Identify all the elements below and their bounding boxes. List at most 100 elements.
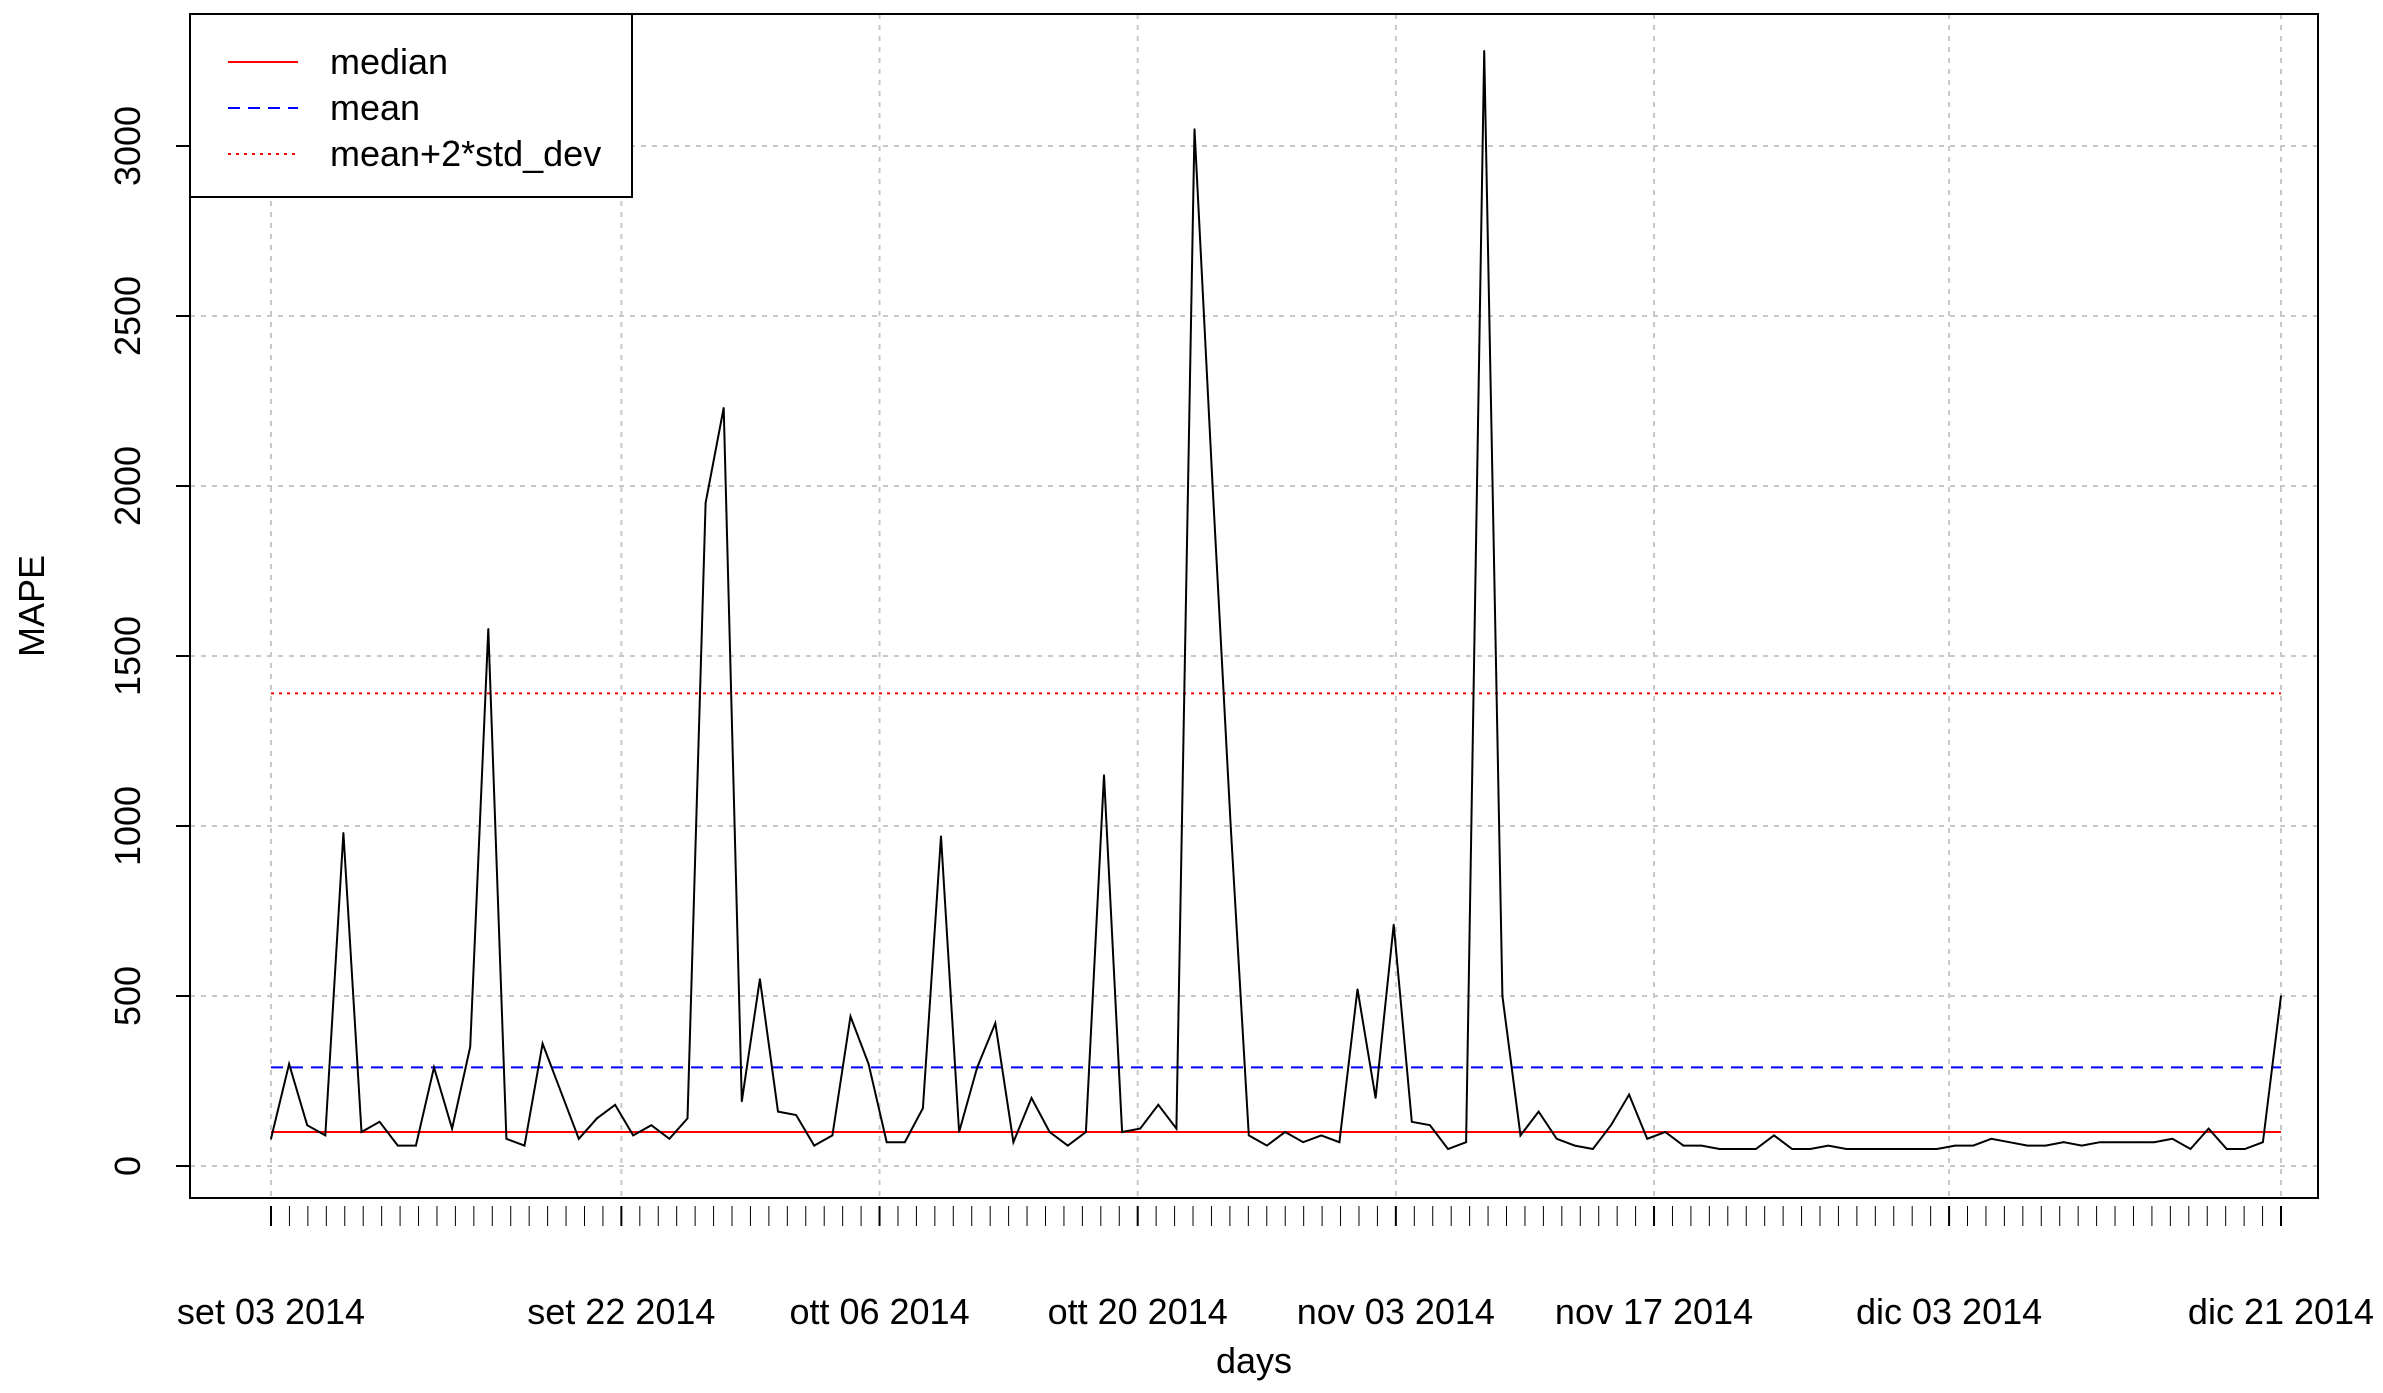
data-point <box>1827 1144 1830 1147</box>
x-tick-label: set 22 2014 <box>527 1291 715 1332</box>
data-point <box>2280 995 2282 997</box>
data-point <box>867 1063 870 1065</box>
data-point <box>940 835 942 837</box>
data-point <box>976 1066 978 1069</box>
data-point <box>1918 1148 1920 1150</box>
data-point <box>415 1144 417 1147</box>
data-point <box>2171 1138 2174 1140</box>
data-point <box>1519 1134 1522 1137</box>
data-point <box>1990 1138 1993 1140</box>
data-point <box>1954 1144 1956 1147</box>
data-point <box>1157 1104 1160 1106</box>
data-point <box>813 1144 815 1147</box>
data-point <box>1175 1127 1178 1130</box>
data-point <box>1012 1141 1015 1143</box>
data-point <box>1574 1144 1576 1147</box>
data-point <box>1302 1141 1304 1143</box>
data-point <box>1845 1148 1848 1150</box>
data-point <box>1193 128 1196 130</box>
data-point <box>1773 1134 1775 1137</box>
data-point <box>1610 1124 1612 1126</box>
data-point <box>378 1121 381 1123</box>
data-point <box>650 1124 653 1126</box>
data-point <box>306 1124 309 1126</box>
data-point <box>1537 1110 1540 1113</box>
x-axis: set 03 2014 set 22 2014 ott 06 2014 ott 20 … <box>177 1206 2374 1332</box>
data-point <box>1121 1131 1123 1133</box>
legend-box <box>189 13 633 198</box>
data-point <box>541 1042 544 1045</box>
data-point <box>1048 1131 1051 1133</box>
data-point <box>1737 1148 1739 1150</box>
x-tick-label: ott 06 2014 <box>789 1291 969 1332</box>
data-point <box>1374 1097 1377 1099</box>
x-tick-label: set 03 2014 <box>177 1291 365 1332</box>
data-point <box>451 1127 453 1130</box>
data-point <box>1067 1144 1069 1147</box>
data-point <box>433 1066 435 1069</box>
data-point <box>1465 1141 1467 1143</box>
y-tick-label: 500 <box>107 966 148 1026</box>
data-point <box>1429 1124 1431 1126</box>
data-point <box>1863 1148 1866 1150</box>
data-point <box>270 1138 272 1140</box>
data-point <box>1501 995 1504 997</box>
data-point <box>1899 1148 1902 1150</box>
data-point <box>2117 1141 2119 1143</box>
data-point <box>505 1138 508 1140</box>
data-point <box>1881 1148 1884 1150</box>
data-point <box>1646 1138 1648 1140</box>
data-point <box>1664 1131 1667 1133</box>
data-point <box>2225 1148 2228 1150</box>
data-point <box>397 1144 399 1147</box>
data-point <box>2244 1148 2246 1150</box>
x-tick-label: dic 21 2014 <box>2188 1291 2374 1332</box>
data-point <box>2008 1141 2011 1143</box>
data-point <box>958 1131 960 1133</box>
reference-lines <box>271 692 2281 1133</box>
data-point <box>777 1110 779 1113</box>
data-point <box>1791 1148 1793 1150</box>
y-tick-label: 2500 <box>107 276 148 356</box>
data-point <box>741 1100 743 1103</box>
data-point <box>849 1015 852 1018</box>
data-point <box>704 502 707 504</box>
data-point <box>1320 1134 1323 1137</box>
data-point <box>1447 1148 1449 1150</box>
data-point <box>2135 1141 2137 1143</box>
data-point <box>1338 1141 1341 1143</box>
legend-label-median: median <box>330 41 448 82</box>
x-axis-title: days <box>1216 1340 1292 1381</box>
data-point <box>1229 825 1232 827</box>
data-point <box>2207 1127 2210 1130</box>
data-point <box>1592 1148 1594 1150</box>
data-point <box>1356 988 1359 990</box>
data-point <box>2099 1141 2101 1143</box>
data-point <box>523 1144 526 1147</box>
data-point <box>922 1107 924 1109</box>
data-point <box>885 1141 888 1143</box>
data-point <box>1483 50 1485 52</box>
legend-label-mean-2sd: mean+2*std_dev <box>330 133 601 174</box>
x-tick-label: ott 20 2014 <box>1048 1291 1228 1332</box>
data-point <box>288 1063 290 1065</box>
data-point <box>578 1138 580 1140</box>
data-point <box>1139 1127 1141 1130</box>
data-point <box>2081 1144 2083 1147</box>
y-axis-title: MAPE <box>11 555 52 657</box>
x-tick-label: dic 03 2014 <box>1856 1291 2042 1332</box>
data-point <box>2026 1144 2029 1147</box>
y-axis: 0 500 1000 1500 2000 2500 3000 <box>107 106 190 1176</box>
data-point <box>1266 1144 1268 1147</box>
data-point <box>2044 1144 2047 1147</box>
data-point <box>1936 1148 1938 1150</box>
data-point <box>1284 1131 1286 1133</box>
data-point <box>2189 1148 2192 1150</box>
plot-frame <box>189 13 2319 1199</box>
data-point <box>559 1090 562 1092</box>
data-point <box>831 1134 834 1137</box>
data-point <box>1628 1093 1630 1096</box>
data-point <box>904 1141 906 1143</box>
data-point <box>795 1114 797 1116</box>
